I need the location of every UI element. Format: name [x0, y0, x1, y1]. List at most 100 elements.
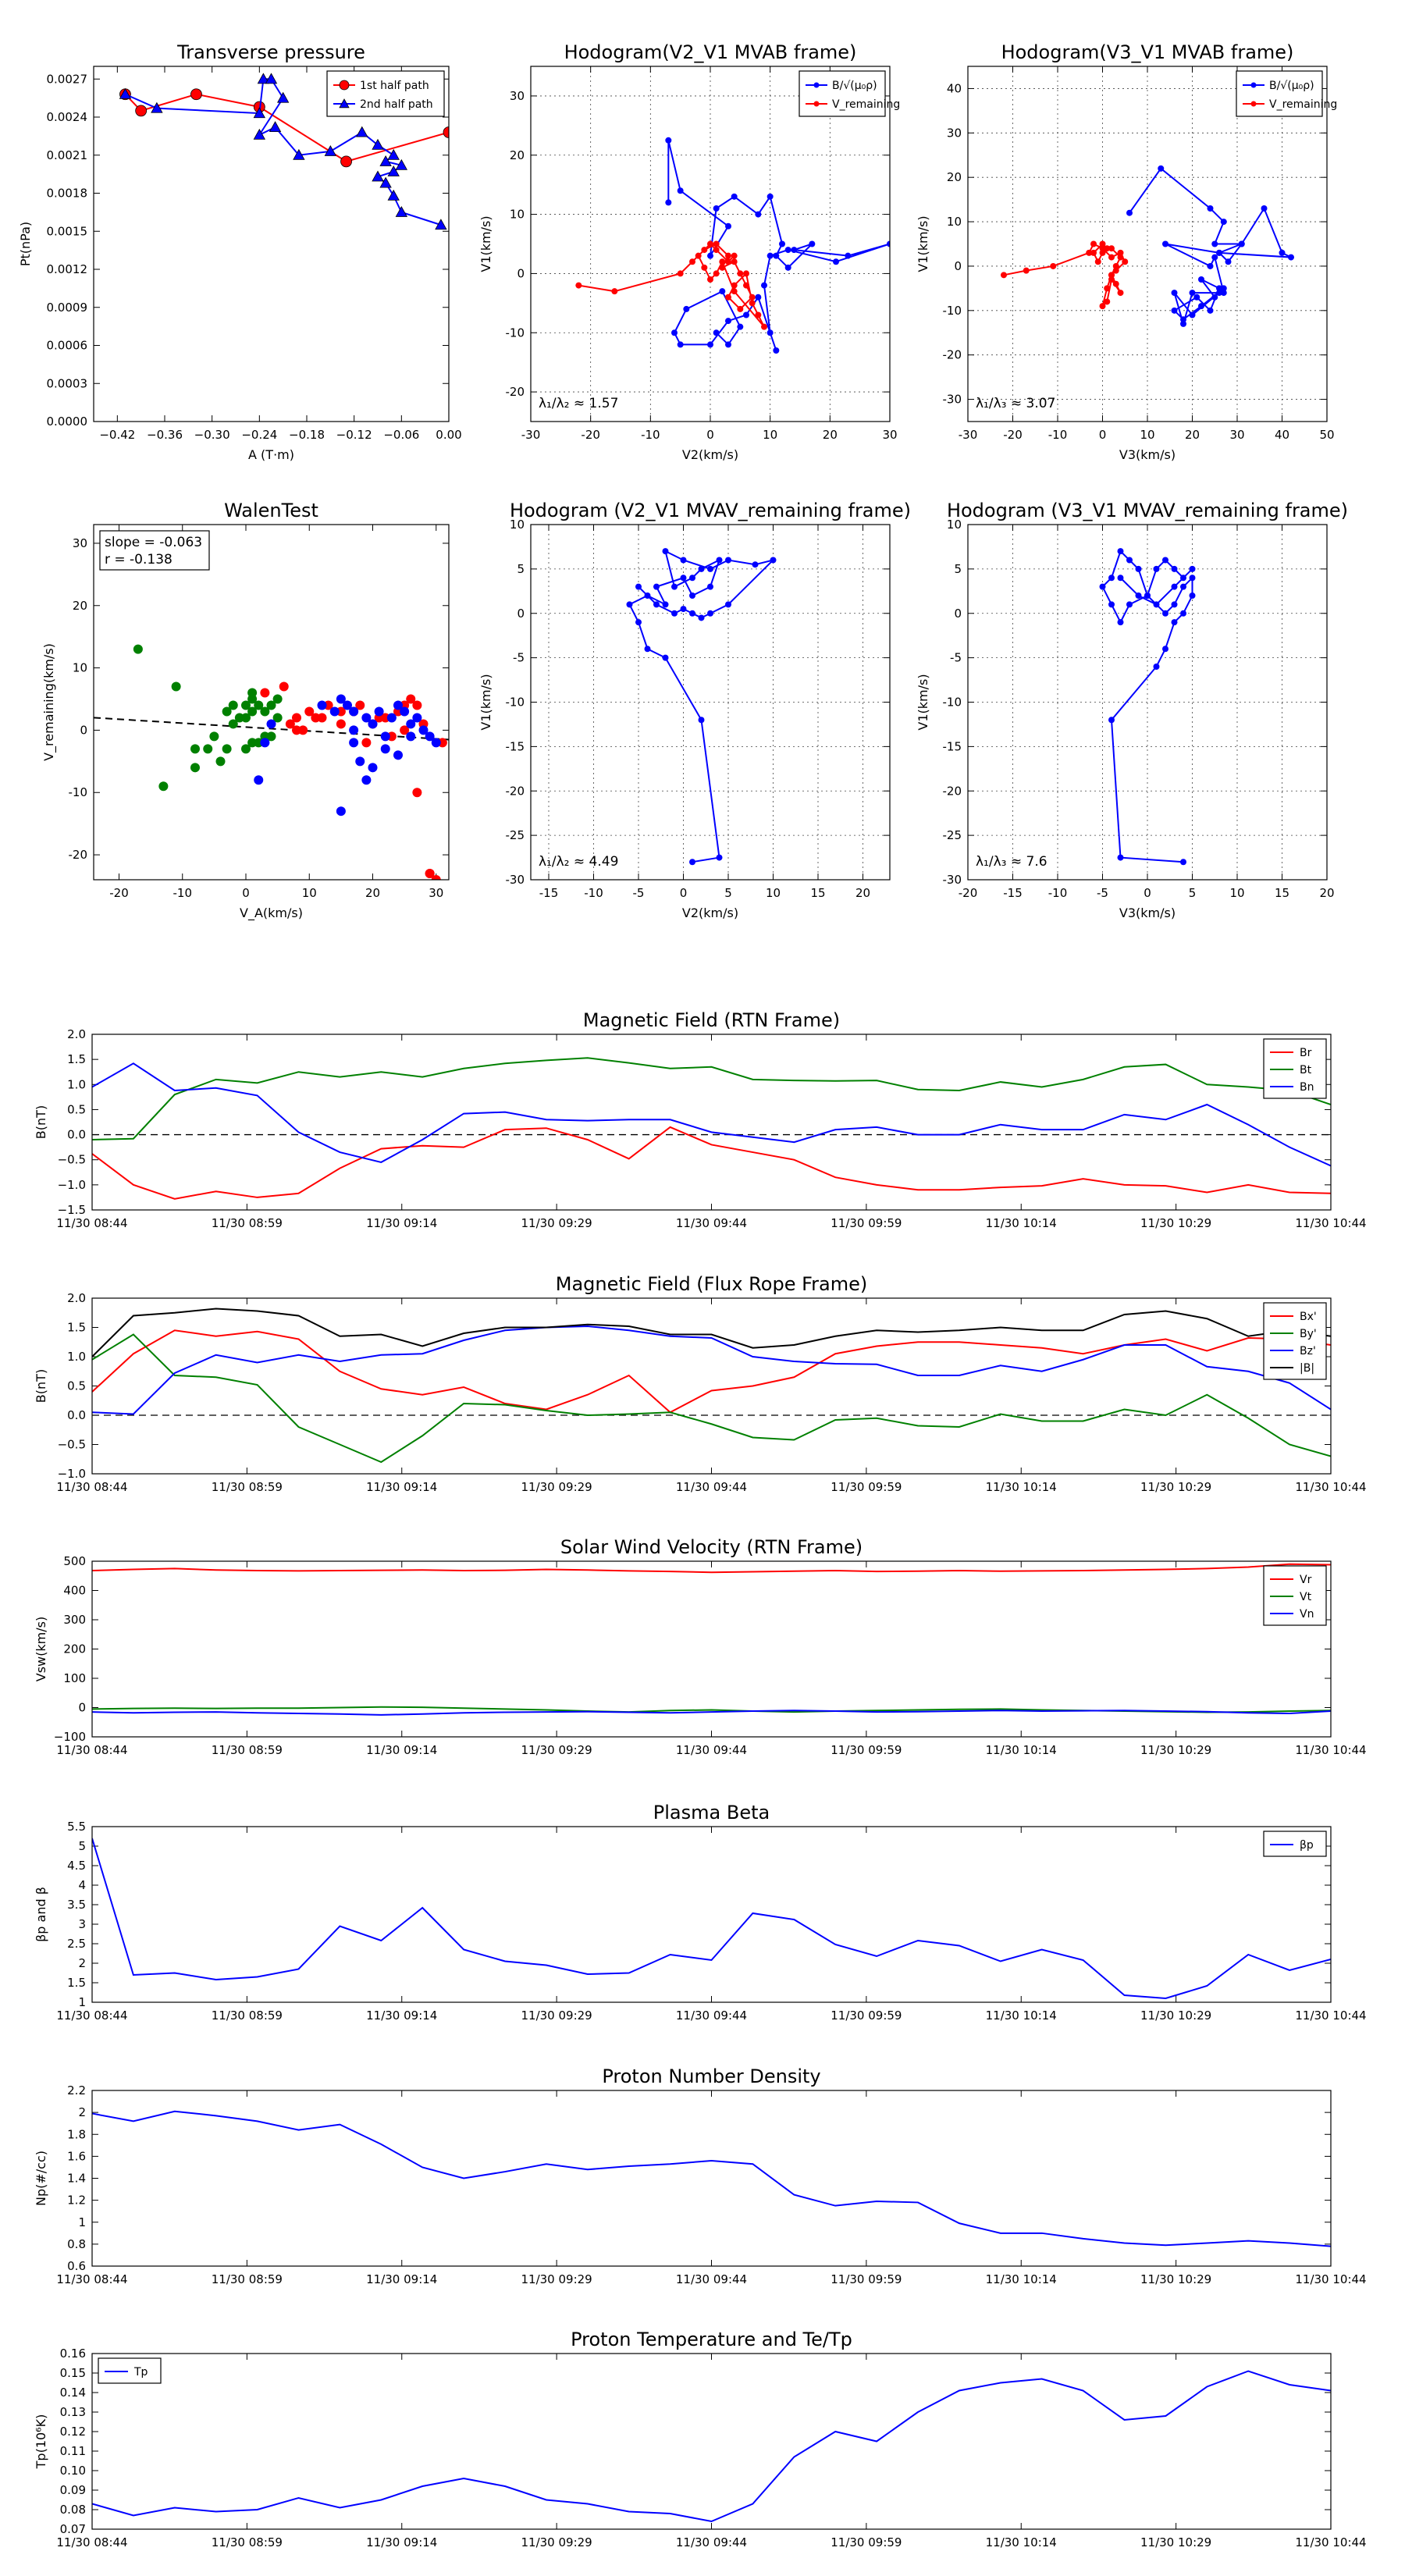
data-point — [266, 700, 276, 710]
data-point — [1180, 316, 1186, 323]
data-point — [689, 610, 695, 617]
chart-title: Proton Number Density — [602, 2065, 820, 2087]
y-axis-label: B(nT) — [34, 1369, 48, 1403]
legend-label: Bt — [1300, 1064, 1312, 1076]
x-tick-label: 11/30 08:44 — [56, 2535, 127, 2549]
data-point — [698, 717, 705, 724]
data-point — [1122, 258, 1129, 265]
data-point — [1198, 276, 1204, 283]
x-tick-label: 11/30 09:14 — [366, 2272, 437, 2286]
chart-title: Hodogram(V2_V1 MVAB frame) — [564, 41, 857, 63]
data-point — [1261, 205, 1268, 212]
data-point — [626, 601, 633, 608]
data-point — [755, 211, 762, 218]
data-point — [707, 252, 713, 259]
data-point — [265, 73, 278, 84]
ratio-annotation: λ₁/λ₂ ≈ 1.57 — [539, 396, 618, 411]
y-tick-label: 1.5 — [67, 1052, 86, 1066]
legend-label: B/√(μ₀ρ) — [1269, 80, 1314, 92]
data-point — [677, 270, 684, 277]
data-point — [761, 282, 767, 289]
plot-area — [94, 644, 449, 880]
plot-area — [92, 1308, 1331, 1464]
x-tick-label: 30 — [429, 886, 443, 900]
y-tick-label: −0.5 — [58, 1438, 86, 1452]
y-tick-label: 5 — [517, 562, 525, 576]
data-point — [784, 247, 791, 254]
data-point — [749, 294, 756, 301]
data-point — [683, 305, 690, 312]
legend-label: Tp — [133, 2366, 148, 2379]
data-point — [677, 341, 684, 348]
ratio-annotation: λ₁/λ₃ ≈ 7.6 — [976, 854, 1048, 870]
y-tick-label: 300 — [63, 1613, 86, 1627]
data-point — [695, 252, 702, 259]
x-tick-label: 11/30 10:14 — [986, 2272, 1057, 2286]
data-point — [845, 252, 852, 259]
panel-h3: Hodogram (V2_V1 MVAV_remaining frame) -15… — [478, 500, 911, 920]
series-line — [92, 1057, 1331, 1140]
plot-area — [575, 137, 890, 354]
plot-frame — [93, 66, 450, 422]
data-point — [1090, 240, 1097, 247]
data-point — [386, 713, 397, 723]
x-tick-label: 10 — [302, 886, 317, 900]
panels: Transverse pressure−0.42 −0.36 −0.30 −0.24−… — [18, 41, 1367, 2549]
data-point — [713, 329, 720, 336]
data-point — [1220, 219, 1227, 226]
data-point — [393, 750, 403, 760]
y-tick-label: −1.0 — [58, 1467, 86, 1481]
legend-box — [326, 70, 445, 117]
chart-title: Magnetic Field (Flux Rope Frame) — [556, 1273, 867, 1295]
chart-title: WalenTest — [224, 500, 318, 521]
data-point — [361, 775, 372, 785]
data-point — [755, 311, 762, 318]
data-point — [209, 731, 219, 742]
data-point — [716, 854, 723, 861]
data-point — [1180, 610, 1186, 617]
data-point — [743, 270, 749, 277]
x-tick-label: 11/30 08:44 — [56, 2008, 127, 2023]
data-point — [1171, 619, 1178, 626]
y-tick-label: 2.0 — [67, 1291, 86, 1305]
x-tick-label: 11/30 09:59 — [831, 2535, 902, 2549]
y-axis-label: Pt(nPa) — [18, 222, 33, 266]
data-point — [1158, 165, 1165, 172]
plot-frame — [530, 524, 891, 881]
data-point — [247, 706, 258, 717]
data-point — [1094, 258, 1101, 265]
data-point — [707, 276, 713, 283]
y-tick-label: 1.0 — [67, 1077, 86, 1091]
data-point — [1108, 276, 1115, 283]
data-point — [379, 176, 392, 188]
y-tick-label: 0.0006 — [47, 339, 88, 353]
data-point — [713, 205, 720, 212]
data-point — [1112, 267, 1119, 274]
data-point — [203, 744, 213, 754]
y-tick-label: 0 — [517, 266, 525, 280]
data-point — [1108, 575, 1115, 582]
data-point — [412, 700, 422, 710]
y-axis-label: V1(km/s) — [478, 674, 493, 730]
data-point — [406, 694, 416, 704]
legend-label: V_remaining — [832, 98, 900, 111]
y-tick-label: 20 — [510, 148, 525, 162]
data-point — [356, 126, 368, 137]
data-point — [1099, 245, 1106, 252]
data-point — [1086, 249, 1093, 256]
data-point — [1189, 592, 1196, 599]
x-tick-label: 0.00 — [436, 428, 461, 442]
y-tick-label: 0.13 — [60, 2405, 86, 2419]
y-tick-label: 0.0009 — [47, 301, 88, 315]
data-point — [1216, 249, 1222, 256]
data-point — [1112, 280, 1119, 287]
data-point — [731, 252, 738, 259]
legend: βp — [1263, 1831, 1327, 1857]
y-tick-label: 10 — [510, 518, 525, 532]
x-tick-label: 11/30 10:14 — [986, 1743, 1057, 1757]
legend-label: Bn — [1300, 1081, 1314, 1094]
y-tick-label: -10 — [69, 785, 88, 799]
data-point — [716, 557, 723, 564]
data-point — [135, 105, 148, 117]
